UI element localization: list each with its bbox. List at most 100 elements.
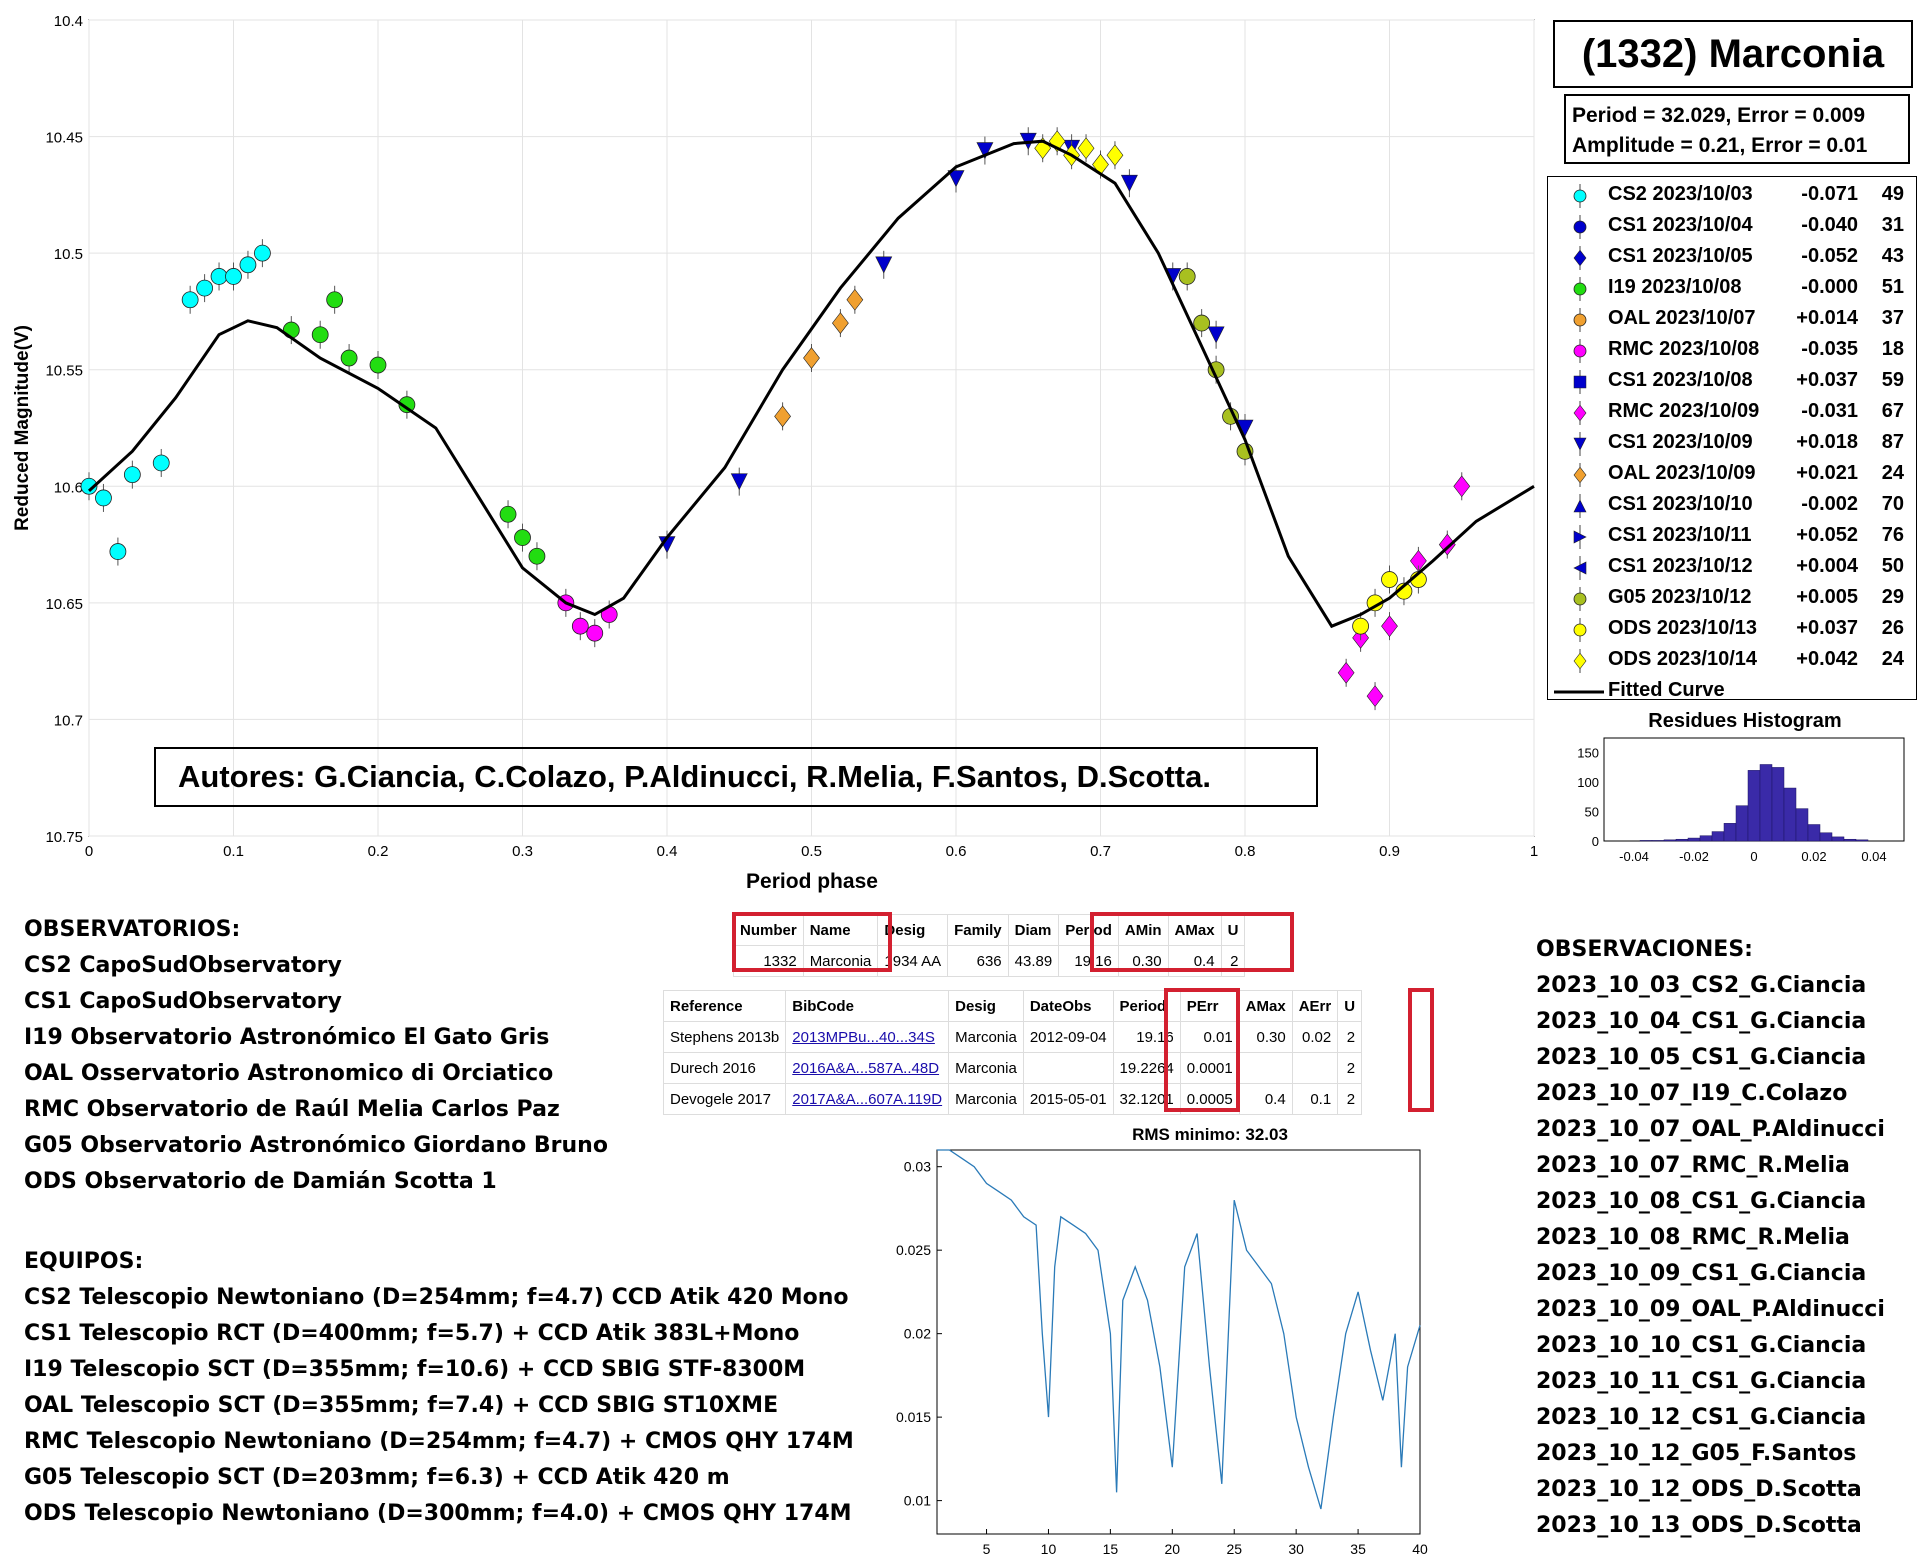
legend-count: 31: [1881, 214, 1904, 236]
legend-count: 76: [1881, 524, 1904, 546]
hist-x-tick: -0.02: [1679, 849, 1709, 864]
legend-label: CS1 2023/10/11: [1608, 524, 1752, 546]
rms-y-tick: 0.015: [896, 1409, 931, 1425]
legend-count: 24: [1881, 462, 1904, 484]
histogram-bar: [1771, 767, 1785, 842]
data-point: [311, 326, 329, 344]
data-point: [196, 279, 214, 297]
data-point: [1106, 144, 1124, 167]
legend-count: 26: [1881, 617, 1904, 639]
grid: [88, 19, 1535, 837]
data-point: [210, 268, 228, 285]
histogram-bar: [1675, 838, 1689, 842]
legend-marker: [1573, 561, 1587, 575]
data-point: [774, 405, 791, 428]
fitted-curve: [87, 139, 1535, 629]
legend-marker-icon: [1573, 587, 1587, 611]
legend-label: CS1 2023/10/10: [1608, 493, 1753, 515]
legend-entry: OAL 2023/10/09 +0.021 24: [1548, 460, 1916, 490]
legend-offset: -0.040: [1801, 214, 1858, 236]
hist-x-tick: 0.02: [1801, 849, 1826, 864]
data-point: [109, 543, 127, 560]
histogram-bar: [1855, 839, 1869, 842]
legend-count: 29: [1881, 586, 1904, 608]
y-tick-label: 10.75: [45, 829, 83, 846]
legend-offset: +0.021: [1796, 462, 1858, 484]
histogram-bar: [1699, 835, 1713, 842]
legend-offset: +0.005: [1796, 586, 1858, 608]
legend-offset: +0.052: [1796, 524, 1858, 546]
y-tick-label: 10.45: [45, 130, 83, 147]
hist-y-tick: 50: [1585, 805, 1599, 820]
data-point: [1120, 174, 1138, 192]
data-point: [976, 142, 994, 160]
data-point: [875, 256, 893, 274]
histogram-bar: [1807, 824, 1821, 842]
legend-marker: [1573, 592, 1587, 606]
legend: CS2 2023/10/03 -0.071 49 CS1 2023/10/04 -0.0…: [1547, 176, 1917, 701]
rms-x-tick: 20: [1165, 1541, 1181, 1557]
legend-count: 37: [1881, 307, 1904, 329]
x-tick-label: 0.9: [1379, 843, 1400, 860]
legend-offset: +0.014: [1796, 307, 1858, 329]
period-amplitude-box: Period = 32.029, Error = 0.009 Amplitude…: [1564, 94, 1910, 164]
legend-label: CS2 2023/10/03: [1608, 183, 1753, 205]
rms-x-tick: 15: [1103, 1541, 1119, 1557]
rms-plot: RMS minimo: 32.03 0.01 0.015 0.02 0.025 0.03…: [896, 1125, 1428, 1557]
y-tick-label: 10.7: [54, 712, 83, 729]
hist-y-tick: 100: [1577, 775, 1599, 790]
legend-count: 70: [1881, 493, 1904, 515]
legend-marker-icon: [1573, 184, 1587, 208]
legend-marker: [1573, 466, 1587, 484]
legend-label: CS1 2023/10/08: [1608, 369, 1753, 391]
data-point: [253, 244, 271, 262]
legend-offset: +0.004: [1796, 555, 1858, 577]
observaciones-list: OBSERVACIONES: 2023_10_03_CS2_G.Ciancia …: [1536, 937, 1885, 1538]
legend-entry: CS1 2023/10/12 +0.004 50: [1548, 553, 1916, 583]
rms-y-tick: 0.02: [904, 1326, 931, 1342]
data-point: [1352, 617, 1369, 635]
bibcode-link[interactable]: 2016A&A...587A..48D: [792, 1059, 940, 1077]
data-point: [369, 356, 387, 374]
legend-marker-icon: [1573, 432, 1587, 456]
data-point: [326, 291, 344, 309]
data-point: [239, 256, 257, 274]
histogram-bar: [1651, 840, 1665, 842]
legend-marker: [1573, 313, 1587, 327]
table-header-row: Number Name Desig Family Diam Period AMi…: [733, 914, 1246, 946]
legend-marker: [1573, 220, 1587, 234]
legend-entry: RMC 2023/10/08 -0.035 18: [1548, 336, 1916, 366]
legend-marker: [1573, 530, 1587, 544]
bibcode-link[interactable]: 2017A&A...607A.119D: [792, 1090, 943, 1108]
legend-label: ODS 2023/10/14: [1608, 648, 1757, 670]
legend-marker-icon: [1573, 525, 1587, 549]
data-point: [1193, 314, 1211, 332]
object-title: (1332) Marconia: [1553, 20, 1913, 88]
hist-y-tick: 0: [1592, 834, 1599, 849]
col-family: Family: [947, 914, 1009, 946]
x-tick-label: 0.3: [512, 843, 533, 860]
legend-marker: [1573, 249, 1587, 267]
table-header-row: Reference BibCode Desig DateObs Period P…: [662, 990, 1363, 1022]
x-tick-label: 0.4: [657, 843, 678, 860]
legend-label: OAL 2023/10/07: [1608, 307, 1756, 329]
data-point: [803, 347, 820, 369]
legend-entry: CS1 2023/10/05 -0.052 43: [1548, 243, 1916, 273]
data-point: [832, 312, 849, 334]
data-point: [1381, 571, 1398, 588]
table-row: Durech 2016 2016A&A...587A..48D Marconia…: [662, 1052, 1363, 1084]
legend-marker-icon: [1573, 401, 1587, 425]
legend-count: 59: [1881, 369, 1904, 391]
x-tick-label: 1: [1530, 843, 1538, 860]
legend-label: G05 2023/10/12: [1608, 586, 1752, 608]
legend-count: 51: [1881, 276, 1904, 298]
data-point: [1077, 137, 1095, 160]
legend-count: 50: [1881, 555, 1904, 577]
bibcode-link[interactable]: 2013MPBu...40...34S: [792, 1028, 935, 1046]
rms-title: RMS minimo: 32.03: [1132, 1125, 1288, 1144]
legend-entry: CS1 2023/10/10 -0.002 70: [1548, 491, 1916, 521]
data-point: [181, 291, 199, 309]
y-ticks: 10.4 10.45 10.5 10.55 10.6 10.65 10.7 10.75: [45, 13, 83, 846]
legend-offset: -0.000: [1801, 276, 1858, 298]
